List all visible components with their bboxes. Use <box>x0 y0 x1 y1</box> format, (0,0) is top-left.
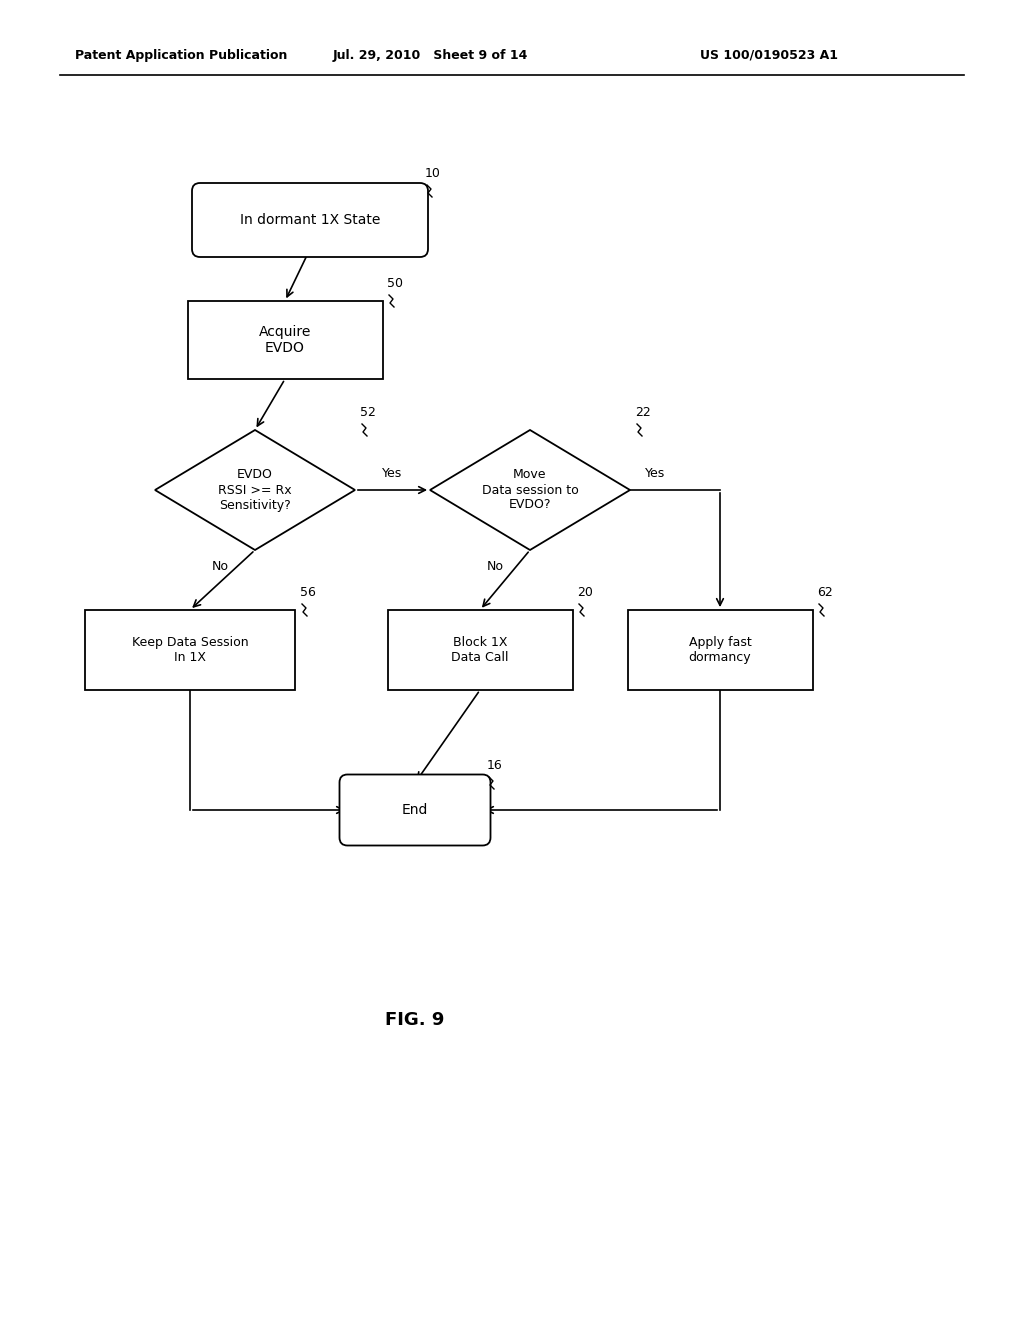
Text: US 100/0190523 A1: US 100/0190523 A1 <box>700 49 838 62</box>
Text: EVDO
RSSI >= Rx
Sensitivity?: EVDO RSSI >= Rx Sensitivity? <box>218 469 292 511</box>
Text: Block 1X
Data Call: Block 1X Data Call <box>452 636 509 664</box>
FancyBboxPatch shape <box>193 183 428 257</box>
Text: Move
Data session to
EVDO?: Move Data session to EVDO? <box>481 469 579 511</box>
Text: Yes: Yes <box>645 467 666 480</box>
Text: 22: 22 <box>635 407 650 418</box>
Bar <box>628 610 812 690</box>
Text: FIG. 9: FIG. 9 <box>385 1011 444 1030</box>
Text: Apply fast
dormancy: Apply fast dormancy <box>688 636 752 664</box>
Text: 62: 62 <box>817 586 833 599</box>
Text: Yes: Yes <box>382 467 402 480</box>
Text: Patent Application Publication: Patent Application Publication <box>75 49 288 62</box>
Text: Jul. 29, 2010   Sheet 9 of 14: Jul. 29, 2010 Sheet 9 of 14 <box>333 49 527 62</box>
Text: 10: 10 <box>425 168 441 180</box>
Text: Keep Data Session
In 1X: Keep Data Session In 1X <box>132 636 248 664</box>
Polygon shape <box>155 430 355 550</box>
Bar <box>187 301 383 379</box>
Text: 16: 16 <box>487 759 503 772</box>
Text: In dormant 1X State: In dormant 1X State <box>240 213 380 227</box>
Polygon shape <box>430 430 630 550</box>
Text: No: No <box>212 560 228 573</box>
Text: 56: 56 <box>300 586 315 599</box>
Text: 50: 50 <box>387 277 403 290</box>
Text: 52: 52 <box>360 407 376 418</box>
Bar <box>387 610 572 690</box>
Text: 20: 20 <box>577 586 593 599</box>
FancyBboxPatch shape <box>340 775 490 846</box>
Text: No: No <box>486 560 504 573</box>
Text: Acquire
EVDO: Acquire EVDO <box>259 325 311 355</box>
Text: End: End <box>401 803 428 817</box>
Bar <box>85 610 295 690</box>
